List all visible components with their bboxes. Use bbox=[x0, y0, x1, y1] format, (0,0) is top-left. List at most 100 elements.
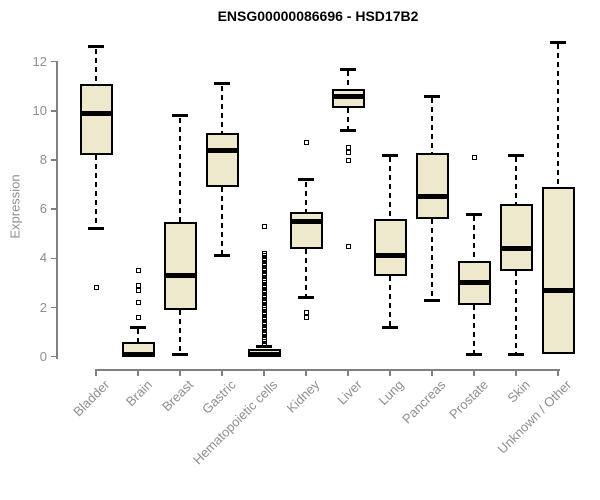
outlier-bladder bbox=[93, 285, 99, 291]
x-tick bbox=[347, 369, 349, 376]
y-tick-label: 2 bbox=[39, 299, 47, 315]
median-unknown-other bbox=[541, 287, 575, 293]
whisker-cap-upper-liver bbox=[340, 67, 356, 71]
x-tick bbox=[95, 369, 97, 376]
whisker-cap-lower-kidney bbox=[298, 296, 314, 300]
outlier-brain bbox=[135, 314, 141, 320]
whisker-cap-lower-liver bbox=[340, 129, 356, 133]
box-skin bbox=[499, 204, 533, 271]
x-tick-label-breast: Breast bbox=[159, 377, 197, 415]
whisker-cap-upper-bladder bbox=[88, 45, 104, 49]
outlier-brain bbox=[135, 268, 141, 274]
median-gastric bbox=[205, 147, 239, 153]
whisker-cap-lower-lung bbox=[382, 325, 398, 329]
y-tick-label: 8 bbox=[39, 152, 47, 168]
median-bladder bbox=[79, 110, 113, 116]
outlier-liver bbox=[345, 150, 351, 156]
outlier-hematopoietic-cells bbox=[261, 223, 267, 229]
whisker-lower-liver bbox=[347, 108, 349, 130]
y-tick bbox=[50, 159, 57, 161]
outlier-brain bbox=[135, 282, 141, 288]
median-breast bbox=[163, 273, 197, 279]
whisker-cap-lower-breast bbox=[172, 352, 188, 356]
box-lung bbox=[373, 219, 407, 276]
y-tick bbox=[50, 306, 57, 309]
outlier-prostate bbox=[471, 155, 477, 161]
y-tick bbox=[50, 257, 57, 260]
chart-title: ENSG00000086696 - HSD17B2 bbox=[217, 8, 419, 24]
x-tick-label-kidney: Kidney bbox=[283, 377, 323, 416]
x-tick-label-lung: Lung bbox=[375, 377, 407, 409]
box-bladder bbox=[79, 83, 113, 156]
whisker-cap-upper-lung bbox=[382, 153, 398, 157]
whisker-cap-upper-breast bbox=[172, 114, 188, 118]
whisker-cap-upper-gastric bbox=[214, 82, 230, 86]
outlier-kidney bbox=[303, 314, 309, 320]
whisker-lower-kidney bbox=[305, 248, 307, 297]
median-brain bbox=[121, 351, 155, 357]
whisker-upper-bladder bbox=[95, 48, 97, 84]
x-tick bbox=[389, 369, 391, 376]
outlier-brain bbox=[135, 287, 141, 293]
whisker-cap-lower-bladder bbox=[88, 227, 104, 231]
whisker-lower-bladder bbox=[95, 155, 97, 228]
x-tick-label-pancreas: Pancreas bbox=[399, 377, 449, 427]
x-tick-label-bladder: Bladder bbox=[70, 377, 113, 420]
whisker-lower-lung bbox=[389, 275, 391, 327]
box-breast bbox=[163, 221, 197, 310]
x-tick bbox=[473, 369, 475, 376]
y-tick-label: 6 bbox=[39, 201, 47, 217]
outlier-kidney bbox=[303, 140, 309, 146]
x-tick bbox=[431, 369, 433, 376]
x-tick-label-liver: Liver bbox=[334, 377, 365, 408]
x-tick-label-gastric: Gastric bbox=[198, 377, 239, 417]
whisker-cap-upper-kidney bbox=[298, 178, 314, 182]
whisker-upper-pancreas bbox=[431, 98, 433, 153]
whisker-cap-upper-brain bbox=[130, 325, 146, 329]
y-tick bbox=[50, 110, 57, 112]
y-axis-line bbox=[56, 60, 58, 359]
whisker-cap-upper-skin bbox=[508, 153, 524, 157]
whisker-cap-upper-prostate bbox=[466, 212, 482, 216]
x-tick-label-unknown-other: Unknown / Other bbox=[495, 377, 575, 457]
y-tick bbox=[50, 355, 57, 358]
box-gastric bbox=[205, 133, 239, 188]
whisker-upper-unknown-other bbox=[557, 44, 559, 188]
outlier-brain bbox=[135, 300, 141, 306]
whisker-upper-breast bbox=[179, 117, 181, 222]
whisker-upper-kidney bbox=[305, 181, 307, 212]
x-tick bbox=[221, 369, 223, 376]
whisker-cap-lower-gastric bbox=[214, 254, 230, 258]
median-skin bbox=[499, 246, 533, 252]
outlier-kidney bbox=[303, 309, 309, 315]
x-tick bbox=[557, 369, 559, 376]
whisker-upper-brain bbox=[137, 329, 139, 342]
x-tick bbox=[515, 369, 517, 376]
whisker-upper-gastric bbox=[221, 85, 223, 134]
whisker-upper-liver bbox=[347, 71, 349, 89]
y-tick bbox=[50, 208, 57, 210]
x-tick bbox=[305, 369, 307, 376]
whisker-cap-upper-unknown-other bbox=[550, 40, 566, 44]
whisker-upper-prostate bbox=[473, 216, 475, 261]
median-kidney bbox=[289, 219, 323, 224]
x-tick bbox=[179, 369, 181, 376]
whisker-cap-lower-pancreas bbox=[424, 298, 440, 302]
whisker-lower-gastric bbox=[221, 187, 223, 255]
whisker-upper-lung bbox=[389, 157, 391, 220]
x-tick-label-skin: Skin bbox=[504, 377, 533, 406]
whisker-cap-upper-pancreas bbox=[424, 94, 440, 98]
outlier-liver bbox=[345, 243, 351, 249]
y-tick-label: 10 bbox=[32, 102, 47, 118]
box-unknown-other bbox=[541, 187, 575, 355]
outlier-hematopoietic-cells bbox=[261, 341, 267, 347]
x-axis-line bbox=[95, 369, 560, 371]
median-prostate bbox=[457, 280, 491, 286]
whisker-cap-lower-skin bbox=[508, 352, 524, 356]
whisker-upper-skin bbox=[515, 157, 517, 205]
whisker-lower-breast bbox=[179, 309, 181, 354]
y-tick bbox=[50, 60, 57, 63]
median-liver bbox=[331, 93, 365, 99]
